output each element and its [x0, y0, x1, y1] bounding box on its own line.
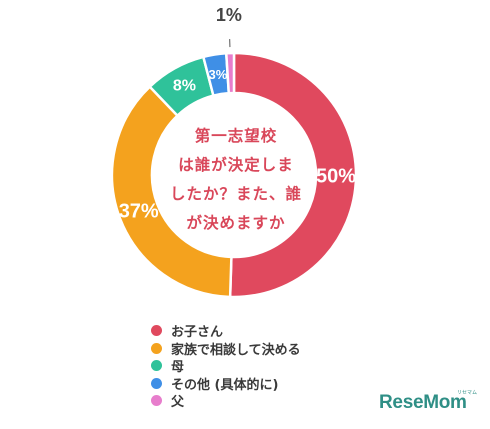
legend-swatch	[151, 325, 162, 337]
center-question: 第一志望校 は誰が決定しま したか？また、誰 が決めますか	[150, 122, 322, 238]
slice-4	[224, 51, 236, 95]
legend-label: 母	[171, 360, 185, 376]
legend-label: 家族で相談して決める	[171, 342, 301, 358]
center-line: 第一志望校	[194, 127, 278, 145]
legend-label: その他 (具体的に)	[171, 377, 279, 393]
legend-swatch	[151, 377, 162, 389]
slice-1	[110, 84, 233, 299]
center-line: したか？また、誰	[169, 185, 302, 203]
legend-item-mother: 母	[151, 357, 301, 375]
slice-label: 50%	[316, 166, 356, 188]
slice-label: 1%	[216, 5, 242, 25]
center-line: が決めますか	[186, 214, 286, 232]
slice-label: 37%	[119, 200, 159, 222]
legend-item-child: お子さん	[151, 322, 301, 340]
legend-item-family: 家族で相談して決める	[151, 340, 301, 358]
center-line: は誰が決定しま	[178, 156, 294, 174]
slice-label: 8%	[173, 77, 196, 94]
resemom-logo-kana: リセマム	[457, 390, 478, 396]
legend-label: お子さん	[171, 325, 224, 341]
legend-swatch	[151, 360, 162, 372]
legend-item-other: その他 (具体的に)	[151, 375, 301, 393]
legend-swatch	[151, 342, 162, 354]
slice-0	[228, 51, 358, 299]
legend: お子さん 家族で相談して決める 母 その他 (具体的に) 父	[151, 322, 301, 410]
slice-label: 3%	[208, 67, 227, 82]
legend-swatch	[151, 395, 162, 407]
legend-label: 父	[171, 395, 185, 411]
resemom-logo: ReseMom	[379, 392, 467, 413]
legend-item-father: 父	[151, 392, 301, 410]
